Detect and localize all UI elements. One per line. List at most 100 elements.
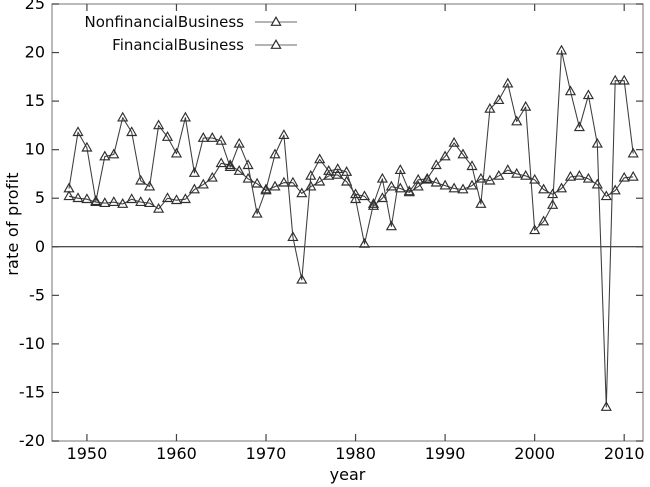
triangle-marker bbox=[627, 147, 639, 158]
y-tick-label: 5 bbox=[35, 188, 45, 207]
triangle-marker bbox=[287, 231, 299, 241]
y-tick-label: 10 bbox=[25, 140, 45, 159]
triangle-marker bbox=[215, 134, 227, 145]
triangle-marker bbox=[81, 193, 93, 204]
triangle-marker bbox=[278, 176, 290, 187]
y-axis-ticks: -20 -15 -10 -5 0 5 10 15 20 25 bbox=[19, 0, 643, 450]
triangle-marker bbox=[126, 126, 138, 137]
triangle-marker bbox=[224, 159, 236, 170]
triangle-marker bbox=[215, 157, 227, 168]
series-line bbox=[68, 162, 634, 210]
triangle-marker bbox=[305, 169, 317, 180]
triangle-marker bbox=[332, 168, 344, 179]
triangle-marker bbox=[484, 102, 496, 113]
series-nonfinancialbusiness bbox=[63, 157, 639, 213]
triangle-marker bbox=[135, 196, 147, 206]
triangle-marker bbox=[144, 197, 156, 207]
triangle-marker bbox=[81, 141, 93, 152]
triangle-marker bbox=[314, 153, 326, 164]
triangle-marker bbox=[493, 94, 505, 104]
triangle-marker bbox=[367, 198, 380, 208]
triangle-marker bbox=[484, 174, 496, 185]
triangle-marker bbox=[341, 166, 353, 176]
y-tick-label: 25 bbox=[25, 0, 45, 13]
triangle-marker bbox=[332, 163, 344, 173]
triangle-marker bbox=[72, 192, 84, 203]
triangle-marker bbox=[529, 224, 541, 235]
x-tick-label: 2010 bbox=[604, 444, 645, 463]
triangle-marker bbox=[457, 183, 469, 194]
triangle-marker bbox=[144, 180, 156, 191]
triangle-marker bbox=[117, 111, 129, 122]
triangle-marker bbox=[242, 159, 254, 170]
triangle-marker bbox=[573, 169, 585, 180]
x-tick-label: 1960 bbox=[156, 444, 197, 463]
x-axis-ticks: 1950 1960 1970 1980 1990 2000 2010 bbox=[67, 4, 645, 463]
triangle-marker bbox=[197, 132, 209, 142]
triangle-marker bbox=[564, 85, 577, 96]
triangle-marker bbox=[206, 171, 218, 182]
x-tick-label: 1970 bbox=[246, 444, 287, 463]
triangle-marker bbox=[582, 89, 594, 100]
triangle-marker bbox=[224, 161, 236, 171]
triangle-marker bbox=[260, 183, 272, 194]
triangle-marker bbox=[350, 193, 362, 204]
triangle-marker bbox=[600, 401, 612, 411]
triangle-marker bbox=[278, 129, 290, 139]
x-tick-label: 1950 bbox=[67, 444, 108, 463]
legend-label-nonfinancial: NonfinancialBusiness bbox=[84, 12, 244, 31]
triangle-marker bbox=[529, 173, 541, 184]
triangle-marker bbox=[430, 176, 442, 187]
series-financialbusiness bbox=[63, 44, 639, 411]
triangle-marker bbox=[591, 137, 603, 148]
triangle-marker-icon bbox=[255, 38, 297, 49]
triangle-marker bbox=[135, 174, 147, 185]
triangle-marker bbox=[179, 193, 191, 204]
triangle-marker bbox=[475, 198, 487, 208]
triangle-marker bbox=[251, 207, 263, 218]
legend: NonfinancialBusiness FinancialBusiness bbox=[0, 10, 298, 56]
triangle-marker bbox=[520, 100, 532, 111]
triangle-marker bbox=[233, 165, 245, 175]
triangle-marker bbox=[206, 132, 218, 142]
triangle-marker bbox=[466, 160, 478, 171]
triangle-marker bbox=[511, 115, 523, 126]
triangle-marker bbox=[269, 180, 281, 191]
y-axis-title: rate of profit bbox=[3, 172, 22, 276]
triangle-marker bbox=[314, 175, 326, 186]
triangle-marker bbox=[63, 182, 75, 193]
triangle-marker bbox=[376, 192, 388, 203]
triangle-marker bbox=[573, 121, 585, 132]
triangle-marker bbox=[341, 175, 353, 186]
triangle-marker bbox=[323, 169, 335, 180]
triangle-marker bbox=[412, 180, 424, 191]
triangle-marker bbox=[269, 148, 281, 159]
triangle-marker bbox=[233, 137, 245, 148]
triangle-marker bbox=[538, 215, 550, 226]
triangle-marker-icon bbox=[255, 15, 297, 26]
triangle-marker bbox=[502, 164, 514, 174]
y-tick-label: -20 bbox=[19, 431, 45, 450]
triangle-marker bbox=[555, 44, 568, 55]
triangle-marker bbox=[493, 169, 505, 180]
y-tick-label: -5 bbox=[29, 285, 45, 304]
y-tick-label: -10 bbox=[19, 334, 45, 353]
legend-item-nonfinancial: NonfinancialBusiness bbox=[0, 10, 298, 33]
series-line bbox=[68, 50, 634, 408]
plot-frame bbox=[51, 3, 644, 442]
triangle-marker bbox=[99, 150, 111, 161]
triangle-marker bbox=[609, 74, 621, 85]
triangle-marker bbox=[161, 192, 174, 203]
y-tick-label: -15 bbox=[19, 382, 45, 401]
triangle-marker bbox=[547, 199, 559, 209]
triangle-marker bbox=[439, 150, 451, 161]
triangle-marker bbox=[555, 182, 568, 193]
triangle-marker bbox=[179, 111, 191, 122]
triangle-marker bbox=[448, 136, 460, 147]
triangle-marker bbox=[466, 179, 478, 190]
triangle-marker bbox=[448, 182, 460, 193]
triangle-marker bbox=[126, 193, 138, 204]
triangle-marker bbox=[412, 173, 424, 184]
x-tick-label: 1990 bbox=[425, 444, 466, 463]
